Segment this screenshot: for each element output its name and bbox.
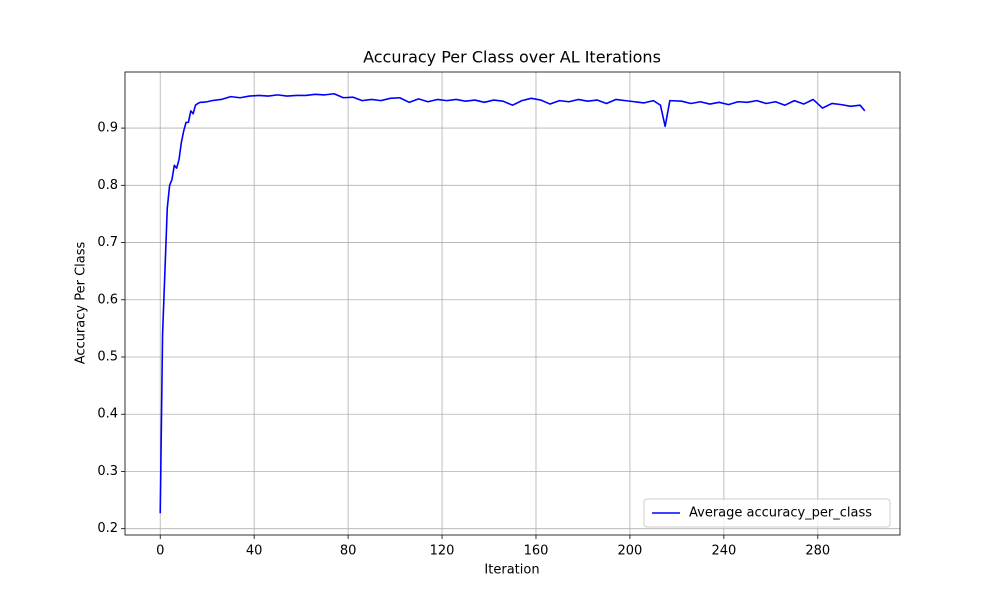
plot-frame: [124, 71, 901, 536]
x-tick-label: 0: [156, 544, 164, 559]
line: [159, 92, 866, 514]
x-tick-label: 200: [618, 544, 643, 559]
x-tick-label: 40: [246, 544, 263, 559]
y-tick-label: 0.4: [97, 407, 118, 422]
y-tick-label: 0.8: [97, 178, 118, 193]
x-axis-label: Iteration: [484, 563, 539, 578]
x-tick-label: 160: [524, 544, 549, 559]
y-tick-label: 0.3: [97, 464, 118, 479]
y-axis-label: Accuracy Per Class: [74, 242, 89, 365]
x-tick-label: 240: [711, 544, 736, 559]
x-tick-label: 80: [340, 544, 357, 559]
y-tick-label: 0.7: [97, 235, 118, 250]
y-tick-label: 0.6: [97, 292, 118, 307]
y-tick-label: 0.2: [97, 521, 118, 536]
legend-box: [643, 498, 891, 528]
x-tick-label: 280: [805, 544, 830, 559]
y-tick-label: 0.5: [97, 350, 118, 365]
y-tick-label: 0.9: [97, 121, 118, 136]
legend-label: Average accuracy_per_class: [689, 506, 872, 521]
chart-title: Accuracy Per Class over AL Iterations: [363, 48, 661, 67]
x-tick-label: 120: [430, 544, 455, 559]
